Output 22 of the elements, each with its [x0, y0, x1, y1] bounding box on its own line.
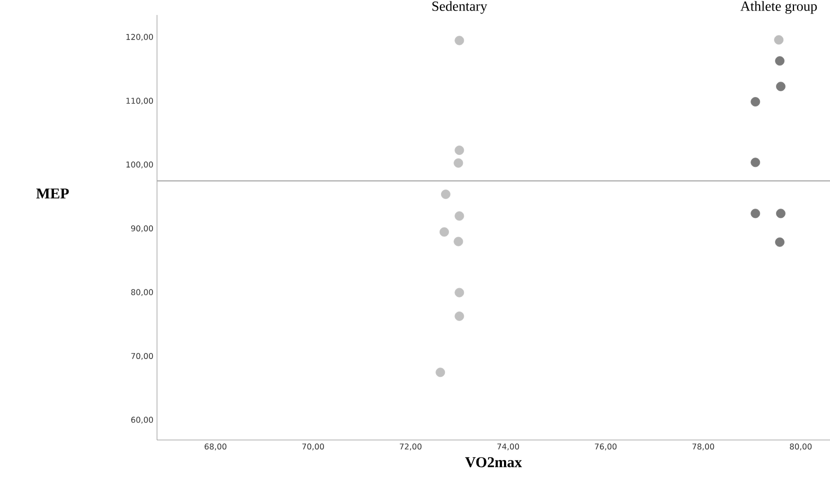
- point: [454, 311, 464, 321]
- point: [454, 211, 464, 221]
- point: [454, 36, 464, 46]
- point: [436, 368, 446, 378]
- point: [750, 97, 760, 106]
- point: [454, 288, 464, 298]
- x-axis-title: VO2max: [465, 457, 522, 468]
- point: [775, 56, 784, 66]
- point: [454, 158, 464, 168]
- y-axis-title: MEP: [36, 188, 69, 198]
- point: [776, 82, 786, 92]
- point: [440, 227, 449, 237]
- point: [750, 208, 760, 218]
- text: Athlete group: [740, 1, 817, 14]
- point: [774, 35, 784, 45]
- point: [441, 190, 450, 199]
- text: Sedentary: [432, 1, 488, 14]
- point: [454, 146, 464, 155]
- point: [454, 236, 464, 246]
- point: [775, 237, 784, 247]
- point: [776, 208, 786, 218]
- point: [750, 158, 760, 168]
